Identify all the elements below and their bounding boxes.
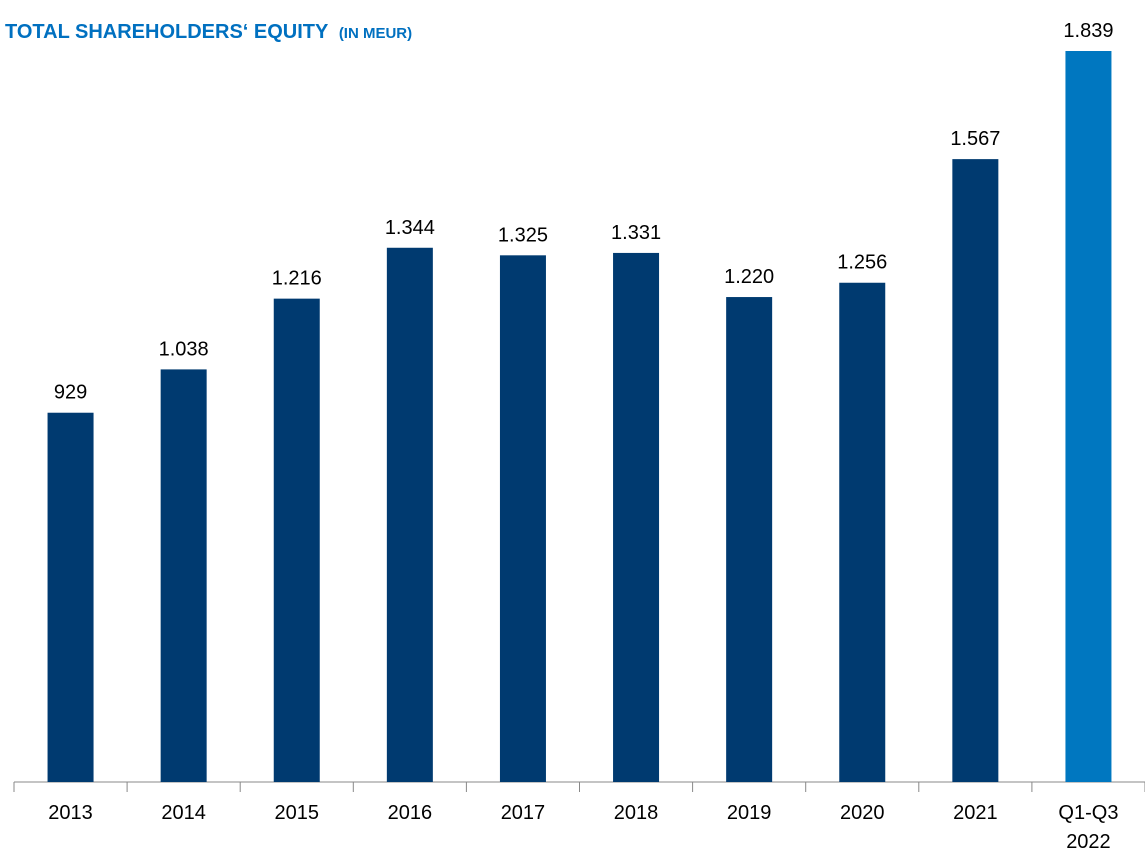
chart-title: TOTAL SHAREHOLDERS‘ EQUITY — [5, 21, 329, 43]
x-tick-label: 2017 — [500, 802, 546, 824]
chart-title-group: TOTAL SHAREHOLDERS‘ EQUITY (IN MEUR) — [5, 21, 412, 43]
x-tick-label: 2016 — [387, 802, 433, 824]
x-tick-label: 2014 — [161, 802, 206, 824]
data-label: 1.256 — [837, 252, 887, 274]
x-tick-label: 2018 — [613, 802, 659, 824]
data-label: 1.567 — [950, 128, 1000, 150]
bar — [1065, 51, 1112, 782]
bar — [47, 412, 94, 782]
bar — [952, 159, 999, 782]
x-tick-label: 2021 — [953, 802, 998, 824]
data-label: 1.344 — [385, 217, 435, 239]
x-tick-label: 2015 — [274, 802, 320, 824]
data-label: 1.038 — [159, 338, 209, 360]
x-tick-label: 2020 — [840, 802, 885, 824]
bar — [726, 297, 773, 782]
x-tick-label: 2013 — [48, 802, 93, 824]
bar — [499, 255, 546, 782]
bar — [839, 282, 886, 782]
bar — [613, 252, 660, 782]
chart-subtitle: (IN MEUR) — [339, 25, 412, 42]
data-label: 929 — [54, 382, 87, 404]
bar — [273, 298, 320, 782]
data-label: 1.331 — [611, 222, 661, 244]
data-label: 1.839 — [1063, 20, 1113, 42]
data-label: 1.325 — [498, 224, 548, 246]
bar — [386, 247, 433, 782]
data-label: 1.220 — [724, 266, 774, 288]
data-label: 1.216 — [272, 268, 322, 290]
bar — [160, 369, 207, 782]
x-tick-label: Q1-Q3 2022 — [1058, 802, 1119, 853]
x-tick-label: 2019 — [726, 802, 772, 824]
